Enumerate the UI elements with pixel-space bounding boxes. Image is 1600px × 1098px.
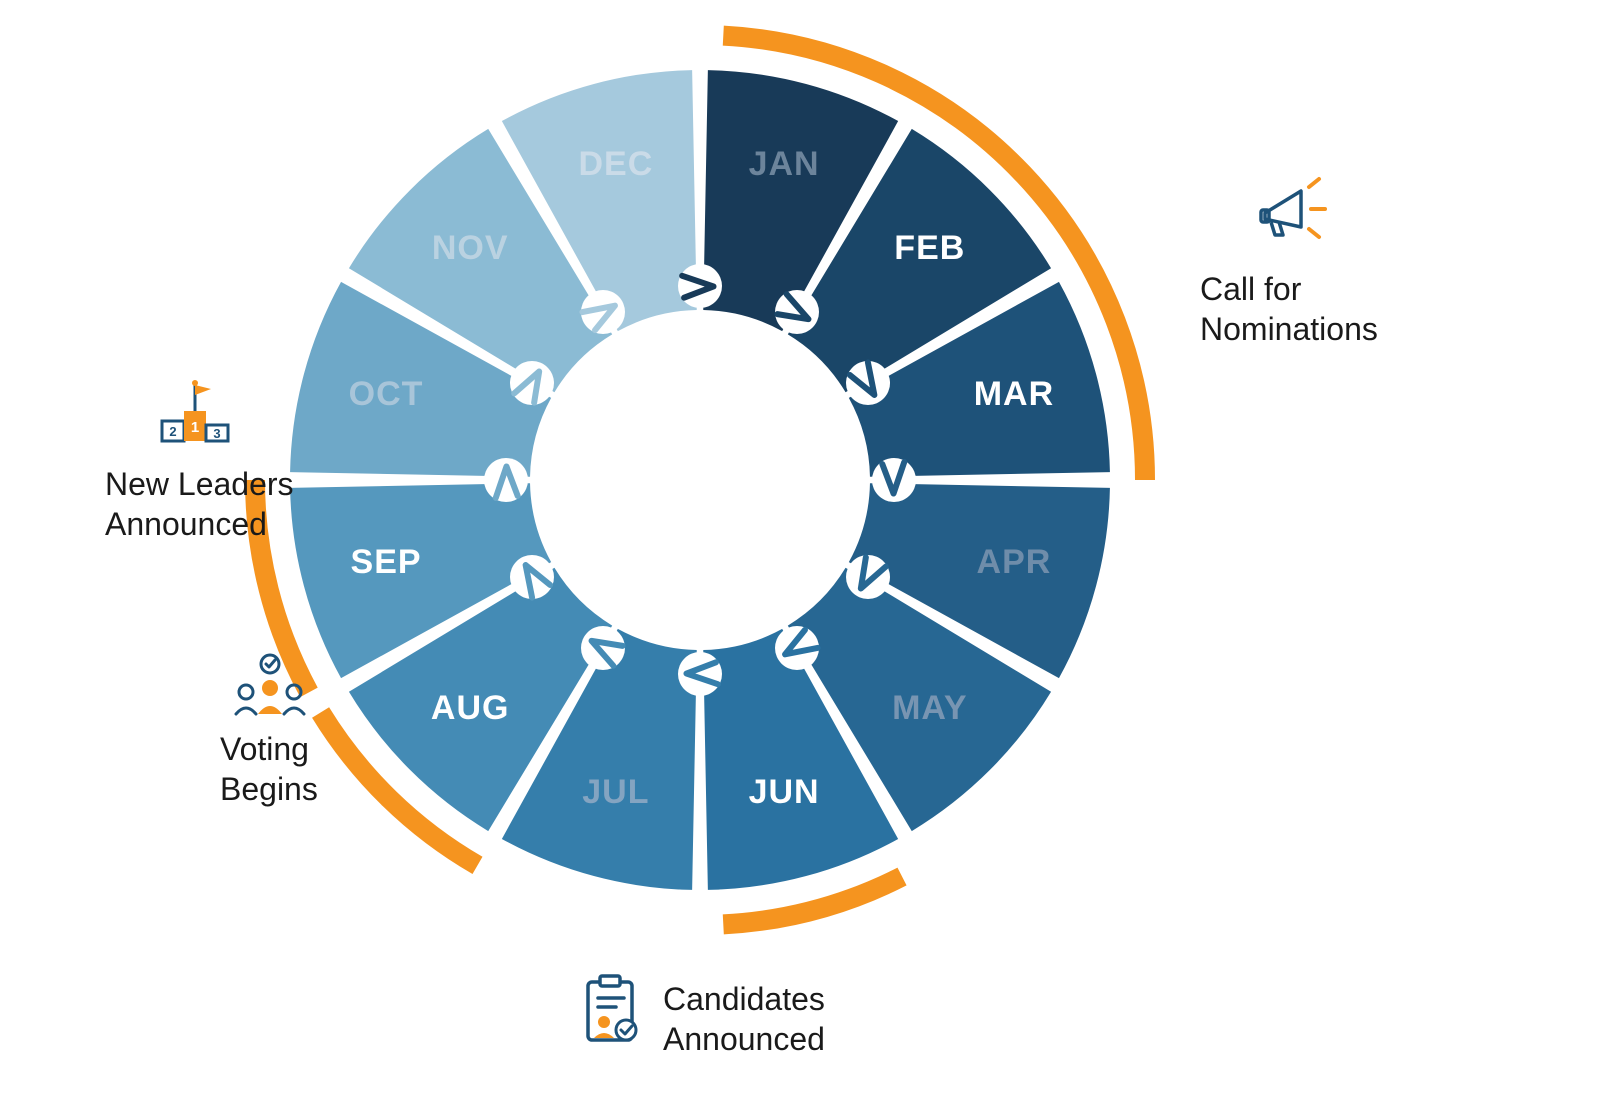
month-label-jul: JUL — [582, 773, 649, 811]
callout-text: Announced — [105, 506, 267, 542]
callout-text: New Leaders — [105, 466, 294, 502]
month-label-sep: SEP — [351, 543, 422, 581]
callout-text: Announced — [663, 1021, 825, 1057]
clipboard-icon — [588, 976, 636, 1040]
svg-text:3: 3 — [213, 426, 220, 441]
month-label-nov: NOV — [432, 229, 509, 267]
callout-leaders: 213 New Leaders Announced — [105, 380, 294, 542]
month-label-may: MAY — [892, 689, 967, 727]
callout-text: Candidates — [663, 981, 825, 1017]
callout-text: Voting — [220, 731, 309, 767]
callout-candidates: Candidates Announced — [588, 976, 825, 1057]
megaphone-icon — [1261, 179, 1325, 237]
callout-text: Begins — [220, 771, 318, 807]
event-arcs — [255, 36, 1145, 925]
timeline-diagram: JAN FEB MAR APR MAY JUN JUL AUG SEP OCT NOV DEC Call… — [0, 0, 1600, 1098]
svg-text:1: 1 — [191, 419, 199, 436]
month-label-mar: MAR — [974, 375, 1054, 413]
podium-icon: 213 — [162, 380, 228, 441]
month-label-aug: AUG — [431, 689, 510, 727]
callout-text: Call for — [1200, 271, 1302, 307]
month-label-jun: JUN — [749, 773, 820, 811]
month-label-dec: DEC — [578, 145, 653, 183]
svg-text:2: 2 — [169, 424, 176, 439]
month-label-oct: OCT — [349, 375, 424, 413]
callout-text: Nominations — [1200, 311, 1378, 347]
month-label-feb: FEB — [894, 229, 965, 267]
month-label-apr: APR — [977, 543, 1052, 581]
callout-nominations: Call for Nominations — [1200, 179, 1378, 347]
month-slices — [290, 70, 1110, 890]
month-label-jan: JAN — [749, 145, 820, 183]
month-labels: JAN FEB MAR APR MAY JUN JUL AUG SEP OCT NOV DEC — [349, 145, 1054, 811]
